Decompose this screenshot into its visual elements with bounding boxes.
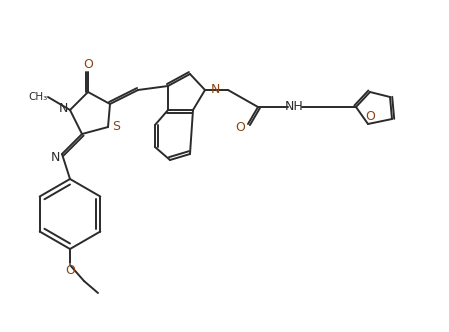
Text: O: O — [365, 110, 375, 123]
Text: O: O — [65, 264, 75, 277]
Text: CH₃: CH₃ — [28, 92, 48, 102]
Text: N: N — [58, 102, 68, 115]
Text: NH: NH — [285, 100, 304, 113]
Text: N: N — [210, 82, 220, 96]
Text: O: O — [83, 57, 93, 70]
Text: O: O — [235, 121, 245, 133]
Text: S: S — [112, 120, 120, 132]
Text: N: N — [50, 150, 60, 163]
